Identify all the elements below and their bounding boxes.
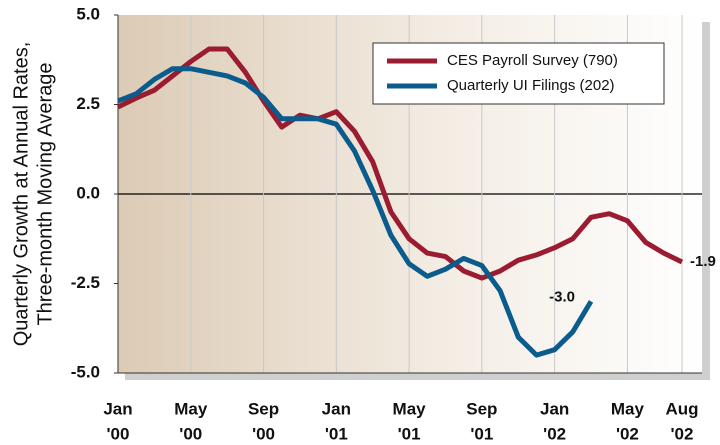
x-tick-label: Jan	[322, 399, 351, 418]
x-tick-label: Sep	[248, 399, 279, 418]
x-tick-label: Jan	[540, 399, 569, 418]
x-tick-label: May	[393, 399, 427, 418]
x-tick-label: '00	[252, 424, 275, 443]
legend-box	[372, 42, 665, 105]
x-tick-label: Aug	[665, 399, 698, 418]
y-tick-label: 0.0	[76, 183, 100, 202]
y-axis-title: Quarterly Growth at Annual Rates,	[10, 42, 32, 347]
y-tick-label: 5.0	[76, 4, 100, 23]
x-tick-label: '00	[107, 424, 130, 443]
x-tick-label: '02	[616, 424, 639, 443]
legend-label: Quarterly UI Filings (202)	[447, 77, 615, 94]
x-tick-label: '01	[325, 424, 348, 443]
series-line	[117, 66, 594, 358]
y-tick-label: -2.5	[71, 273, 100, 292]
x-tick-label: '02	[671, 424, 694, 443]
value-label: -1.9	[690, 253, 716, 270]
x-tick-label: '01	[398, 424, 421, 443]
series-line	[116, 46, 684, 281]
legend-label: CES Payroll Survey (790)	[447, 52, 618, 69]
x-tick-label: '01	[470, 424, 493, 443]
x-tick-label: Jan	[103, 399, 132, 418]
x-tick-label: Sep	[466, 399, 497, 418]
x-tick-label: May	[611, 399, 645, 418]
y-tick-label: -5.0	[71, 362, 100, 381]
x-tick-label: May	[174, 399, 208, 418]
y-axis-title: Three-month Moving Average	[34, 62, 56, 325]
value-label: -3.0	[549, 288, 575, 305]
y-tick-label: 2.5	[76, 94, 100, 113]
x-tick-label: '02	[543, 424, 566, 443]
x-tick-label: '00	[179, 424, 202, 443]
